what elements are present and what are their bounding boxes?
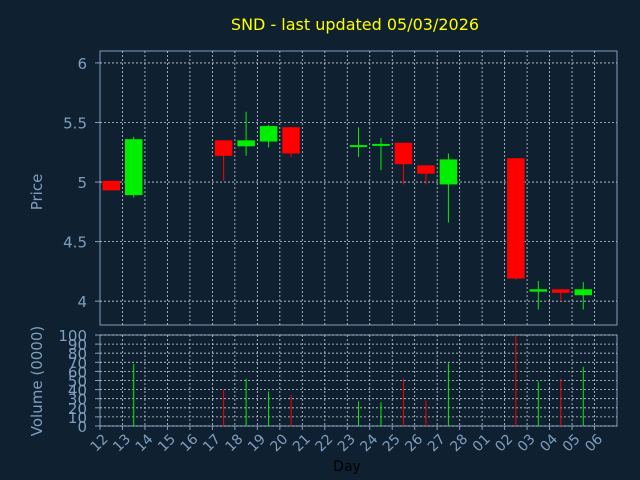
x-axis-ticks: 1213141516171819202122232425262728010203… xyxy=(88,426,606,455)
volume-ytick-label: 80 xyxy=(68,345,87,363)
x-tick-label: 13 xyxy=(110,431,134,455)
candle-body xyxy=(372,143,390,146)
x-tick-label: 22 xyxy=(312,431,336,455)
x-tick-label: 25 xyxy=(380,431,404,455)
volume-ytick-label: 50 xyxy=(68,373,87,391)
candle-19 xyxy=(259,124,278,148)
price-ytick-label: 5 xyxy=(77,174,87,192)
volume-ytick-label: 70 xyxy=(68,354,87,372)
volume-ytick-label: 90 xyxy=(68,336,87,354)
candle-body xyxy=(574,289,593,296)
price-ytick-label: 6 xyxy=(77,55,87,73)
candle-25 xyxy=(394,142,413,185)
candle-13 xyxy=(124,136,143,198)
x-tick-label: 18 xyxy=(223,431,247,455)
candle-12 xyxy=(102,180,121,191)
candle-body xyxy=(394,142,413,165)
x-tick-label: 14 xyxy=(133,431,157,455)
x-tick-label: 17 xyxy=(200,431,224,455)
volume-ytick-label: 10 xyxy=(68,409,87,427)
candle-body xyxy=(507,158,525,279)
volume-ytick-label: 60 xyxy=(68,363,87,381)
candle-02 xyxy=(507,158,525,280)
x-tick-label: 28 xyxy=(447,431,471,455)
candle-17 xyxy=(214,140,233,181)
x-tick-label: 02 xyxy=(492,431,516,455)
x-tick-label: 26 xyxy=(402,431,426,455)
x-tick-label: 27 xyxy=(425,431,449,455)
price-axis-label: Price xyxy=(28,174,46,211)
x-tick-label: 16 xyxy=(178,431,202,455)
candle-26 xyxy=(417,165,435,185)
x-tick-label: 24 xyxy=(357,431,381,455)
candle-04 xyxy=(552,289,570,302)
x-tick-label: 20 xyxy=(268,431,292,455)
volume-axis-label: Volume (0000) xyxy=(28,326,46,436)
volume-ytick-label: 40 xyxy=(68,382,87,400)
candle-body xyxy=(417,165,435,174)
candle-03 xyxy=(529,280,548,310)
candle-27 xyxy=(439,153,458,223)
x-tick-label: 12 xyxy=(88,431,112,455)
price-ytick-label: 5.5 xyxy=(63,114,87,132)
x-tick-label: 06 xyxy=(582,431,606,455)
x-tick-label: 04 xyxy=(537,431,561,455)
candle-23 xyxy=(349,127,368,158)
candle-body xyxy=(259,126,278,142)
price-ytick-label: 4.5 xyxy=(63,234,87,252)
x-tick-label: 23 xyxy=(335,431,359,455)
x-tick-label: 19 xyxy=(245,431,269,455)
price-ytick-label: 4 xyxy=(77,293,87,311)
candle-body xyxy=(439,159,458,185)
volume-ytick-label: 0 xyxy=(77,418,87,436)
x-tick-label: 21 xyxy=(290,431,314,455)
candle-body xyxy=(552,289,570,293)
candle-24 xyxy=(372,137,390,171)
candle-body xyxy=(102,180,121,191)
volume-ytick-label: 100 xyxy=(58,327,87,345)
candle-05 xyxy=(574,282,593,310)
candle-20 xyxy=(282,127,300,158)
candle-body xyxy=(237,140,255,147)
chart-title: SND - last updated 05/03/2026 xyxy=(231,15,479,34)
candle-18 xyxy=(237,111,255,156)
x-tick-label: 05 xyxy=(560,431,584,455)
price-panel: 4 4.5 5 5.5 6 xyxy=(63,50,618,326)
x-tick-label: 03 xyxy=(515,431,539,455)
candle-body xyxy=(124,139,143,196)
candle-body xyxy=(214,140,233,156)
candle-body xyxy=(529,289,548,292)
x-axis-label: Day xyxy=(333,459,361,475)
volume-ytick-label: 20 xyxy=(68,400,87,418)
volume-ytick-label: 30 xyxy=(68,391,87,409)
candle-body xyxy=(349,145,368,148)
x-tick-label: 15 xyxy=(155,431,179,455)
price-plot-frame xyxy=(99,50,618,326)
x-tick-label: 01 xyxy=(470,431,494,455)
candle-body xyxy=(282,127,300,154)
